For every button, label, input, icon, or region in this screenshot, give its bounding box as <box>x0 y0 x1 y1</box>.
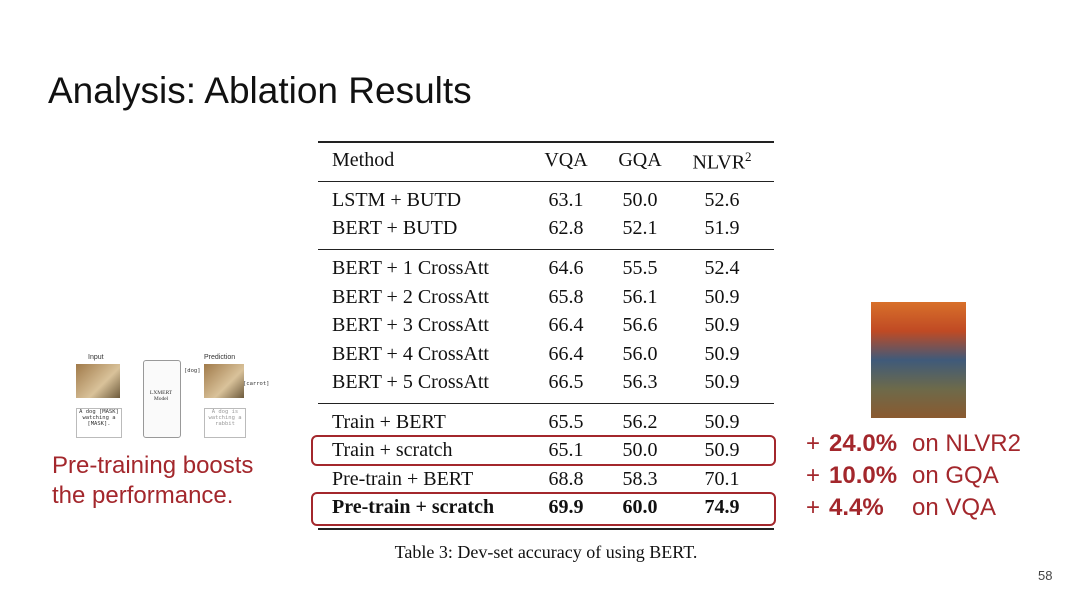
table-cell: 60.0 <box>622 496 658 519</box>
table-cell: 74.9 <box>704 496 740 519</box>
table-cell: 65.1 <box>548 439 584 462</box>
row-label: LSTM + BUTD <box>332 189 462 211</box>
table-cell: 52.1 <box>622 217 658 240</box>
table-cell: 56.1 <box>622 285 658 308</box>
row-label: BERT + 2 CrossAtt <box>332 285 489 308</box>
highlight-box <box>311 492 776 527</box>
row-label: Pre-train + BERT <box>332 467 474 490</box>
gain-sign: + <box>806 494 821 521</box>
painting <box>871 302 966 418</box>
table-cell: 58.3 <box>622 467 658 490</box>
highlight-box <box>311 435 776 467</box>
image-thumb <box>204 364 244 398</box>
table-cell: 69.9 <box>548 496 584 519</box>
model-box <box>143 360 181 438</box>
table-cell: 50.9 <box>704 342 740 365</box>
gain-label: on VQA <box>912 494 997 521</box>
prediction: [carrot] <box>243 381 270 387</box>
table-cell: 66.4 <box>548 314 584 337</box>
table-cell: 56.2 <box>622 411 658 433</box>
row-label: BERT + 5 CrossAtt <box>332 371 489 393</box>
slide-title: Analysis: Ablation Results <box>48 70 472 111</box>
table-cell: 68.8 <box>548 467 584 490</box>
column-header: NLVR2 <box>692 149 752 174</box>
gain-value: 10.0% <box>829 462 898 489</box>
table-cell: 52.6 <box>704 189 740 211</box>
gain-value: 4.4% <box>829 494 884 521</box>
output-text: A dog is watching a rabbit <box>204 408 246 438</box>
table-cell: 56.3 <box>622 371 658 393</box>
row-label: BERT + 1 CrossAtt <box>332 257 489 280</box>
table-cell: 65.8 <box>548 285 584 308</box>
table-rule <box>318 249 774 251</box>
table-cell: 64.6 <box>548 257 584 280</box>
superscript: 2 <box>745 149 752 164</box>
table-cell: 56.0 <box>622 342 658 365</box>
table-cell: 65.5 <box>548 411 584 433</box>
gain-label: on NLVR2 <box>912 430 1021 457</box>
column-header: Method <box>332 149 395 171</box>
table-cell: 66.4 <box>548 342 584 365</box>
model-label: LXMERT Model <box>149 390 173 402</box>
table-cell: 63.1 <box>548 189 584 211</box>
row-label: BERT + 4 CrossAtt <box>332 342 489 365</box>
input-text: A dog [MASK] watching a [MASK]. <box>76 408 122 438</box>
table-caption: Table 3: Dev-set accuracy of using BERT. <box>394 542 698 563</box>
table-cell: 50.9 <box>704 285 740 308</box>
table-rule <box>318 403 774 404</box>
table-cell: 50.9 <box>704 411 740 433</box>
table-cell: 50.9 <box>704 439 740 462</box>
row-label: Train + scratch <box>332 439 453 462</box>
column-header: GQA <box>618 149 662 171</box>
diagram-label: Input <box>88 354 104 361</box>
image-thumb <box>76 364 120 398</box>
table-cell: 70.1 <box>704 467 740 490</box>
table-rule <box>318 528 774 530</box>
table-cell: 50.9 <box>704 314 740 337</box>
column-header: VQA <box>544 149 588 171</box>
table-rule <box>318 141 774 143</box>
gain-sign: + <box>806 430 821 457</box>
table-cell: 52.4 <box>704 257 740 280</box>
table-cell: 56.6 <box>622 314 658 337</box>
gain-label: on GQA <box>912 462 999 489</box>
table-cell: 51.9 <box>704 217 740 240</box>
prediction: [dog] <box>184 368 201 374</box>
row-label: BERT + 3 CrossAtt <box>332 314 489 337</box>
row-label: Train + BERT <box>332 411 446 433</box>
table-cell: 50.0 <box>622 189 658 211</box>
table-cell: 50.0 <box>622 439 658 462</box>
table-cell: 55.5 <box>622 257 658 280</box>
gain-sign: + <box>806 462 821 489</box>
gain-value: 24.0% <box>829 430 898 457</box>
table-cell: 62.8 <box>548 217 584 240</box>
note-line: Pre-training boosts <box>52 452 254 479</box>
table-cell: 66.5 <box>548 371 584 393</box>
row-label: BERT + BUTD <box>332 217 458 240</box>
diagram-label: Prediction <box>204 354 236 361</box>
table-rule <box>318 181 774 182</box>
note-line: the performance. <box>52 482 234 509</box>
table-cell: 50.9 <box>704 371 740 393</box>
page-number: 58 <box>1038 568 1053 583</box>
row-label: Pre-train + scratch <box>332 496 495 519</box>
